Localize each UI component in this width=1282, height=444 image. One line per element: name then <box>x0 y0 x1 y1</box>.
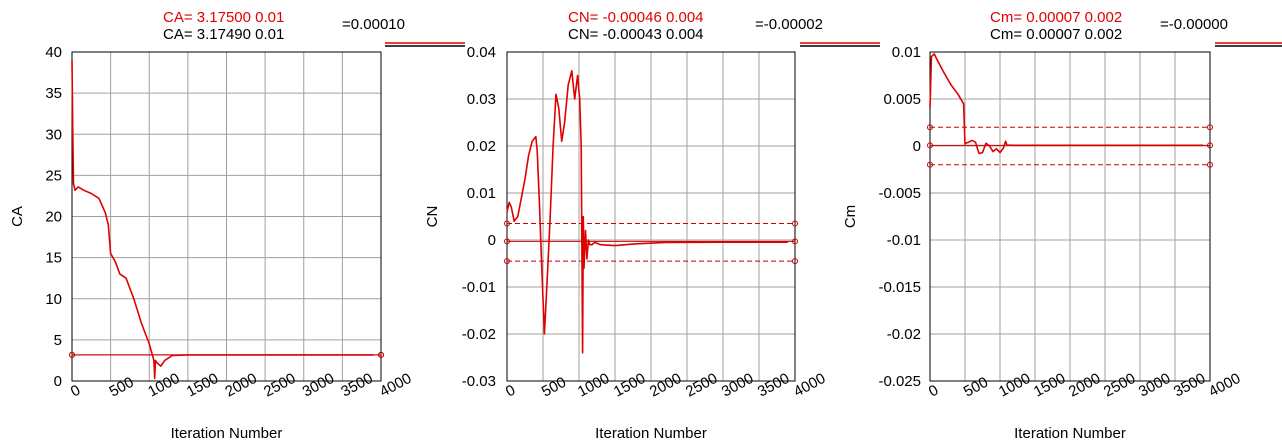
y-tick-label: -0.01 <box>887 232 921 249</box>
data-series-line <box>506 70 788 354</box>
y-tick-label: -0.005 <box>878 185 921 202</box>
plot-frame <box>71 51 382 382</box>
y-tick-label: -0.015 <box>878 279 921 296</box>
y-tick-label: 0.01 <box>892 44 921 61</box>
header-delta: =-0.00002 <box>755 16 823 33</box>
x-tick-label: 4000 <box>377 370 414 401</box>
y-tick-label: 0.02 <box>467 138 496 155</box>
y-axis-label: Cm <box>842 205 859 228</box>
header-line-2: CN= -0.00043 0.004 <box>568 26 704 43</box>
reference-marker <box>792 258 798 265</box>
reference-marker <box>504 220 510 227</box>
y-tick-label: -0.01 <box>462 279 496 296</box>
x-axis-label: Iteration Number <box>171 425 283 442</box>
header-delta: =0.00010 <box>342 16 405 33</box>
y-tick-label: 0.005 <box>883 91 921 108</box>
y-tick-label: 0.01 <box>467 185 496 202</box>
reference-marker <box>927 142 933 149</box>
y-tick-label: -0.02 <box>462 326 496 343</box>
x-tick-label: 3000 <box>1136 370 1173 401</box>
y-tick-label: 35 <box>45 85 62 102</box>
x-tick-label: 2000 <box>647 370 684 401</box>
x-tick-label: 0 <box>926 382 941 401</box>
reference-marker <box>792 238 798 245</box>
x-tick-label: 1000 <box>145 370 182 401</box>
y-tick-label: 10 <box>45 291 62 308</box>
y-tick-label: -0.02 <box>887 326 921 343</box>
y-tick-label: 15 <box>45 250 62 267</box>
x-tick-label: 3000 <box>300 370 337 401</box>
x-tick-label: 3500 <box>755 370 792 401</box>
header-line-1: CN= -0.00046 0.004 <box>568 9 704 26</box>
y-tick-label: 25 <box>45 167 62 184</box>
x-tick-label: 3500 <box>1171 370 1208 401</box>
reference-marker <box>378 351 384 358</box>
x-axis-label: Iteration Number <box>1014 425 1126 442</box>
y-axis-label: CN <box>424 206 441 228</box>
x-tick-label: 4000 <box>791 370 828 401</box>
header-line-2: Cm= 0.00007 0.002 <box>990 26 1122 43</box>
x-tick-label: 1500 <box>611 370 648 401</box>
y-axis-label: CA <box>9 206 26 227</box>
y-tick-label: 0 <box>54 373 62 390</box>
x-tick-label: 3000 <box>719 370 756 401</box>
x-tick-label: 1500 <box>184 370 221 401</box>
plot-frame <box>506 51 796 382</box>
x-tick-label: 0 <box>68 382 83 401</box>
header-delta: =-0.00000 <box>1160 16 1228 33</box>
y-tick-label: -0.03 <box>462 373 496 390</box>
y-tick-label: 0.04 <box>467 44 496 61</box>
y-tick-label: 0 <box>913 138 921 155</box>
x-tick-label: 4000 <box>1206 370 1243 401</box>
x-tick-label: 1000 <box>575 370 612 401</box>
x-tick-label: 3500 <box>338 370 375 401</box>
data-series-line <box>929 53 1203 155</box>
x-tick-label: 2500 <box>683 370 720 401</box>
reference-marker <box>1207 161 1213 168</box>
header-line-2: CA= 3.17490 0.01 <box>163 26 284 43</box>
x-tick-label: 1500 <box>1031 370 1068 401</box>
reference-marker <box>504 238 510 245</box>
reference-marker <box>1207 124 1213 131</box>
data-series-line <box>71 60 374 380</box>
x-tick-label: 2000 <box>222 370 259 401</box>
reference-marker <box>504 258 510 265</box>
x-tick-label: 1000 <box>996 370 1033 401</box>
x-axis-label: Iteration Number <box>595 425 707 442</box>
reference-marker <box>927 161 933 168</box>
reference-marker <box>1207 142 1213 149</box>
y-tick-label: 5 <box>54 332 62 349</box>
header-line-1: Cm= 0.00007 0.002 <box>990 9 1122 26</box>
y-tick-label: 40 <box>45 44 62 61</box>
y-tick-label: 30 <box>45 126 62 143</box>
reference-marker <box>792 220 798 227</box>
y-tick-label: 0.03 <box>467 91 496 108</box>
plot-frame <box>929 51 1211 382</box>
y-tick-label: -0.025 <box>878 373 921 390</box>
x-tick-label: 0 <box>503 382 518 401</box>
reference-marker <box>69 351 75 358</box>
y-tick-label: 20 <box>45 209 62 226</box>
header-line-1: CA= 3.17500 0.01 <box>163 9 284 26</box>
x-tick-label: 2500 <box>1101 370 1138 401</box>
x-tick-label: 2000 <box>1066 370 1103 401</box>
x-tick-label: 2500 <box>261 370 298 401</box>
reference-marker <box>927 124 933 131</box>
y-tick-label: 0 <box>488 232 496 249</box>
